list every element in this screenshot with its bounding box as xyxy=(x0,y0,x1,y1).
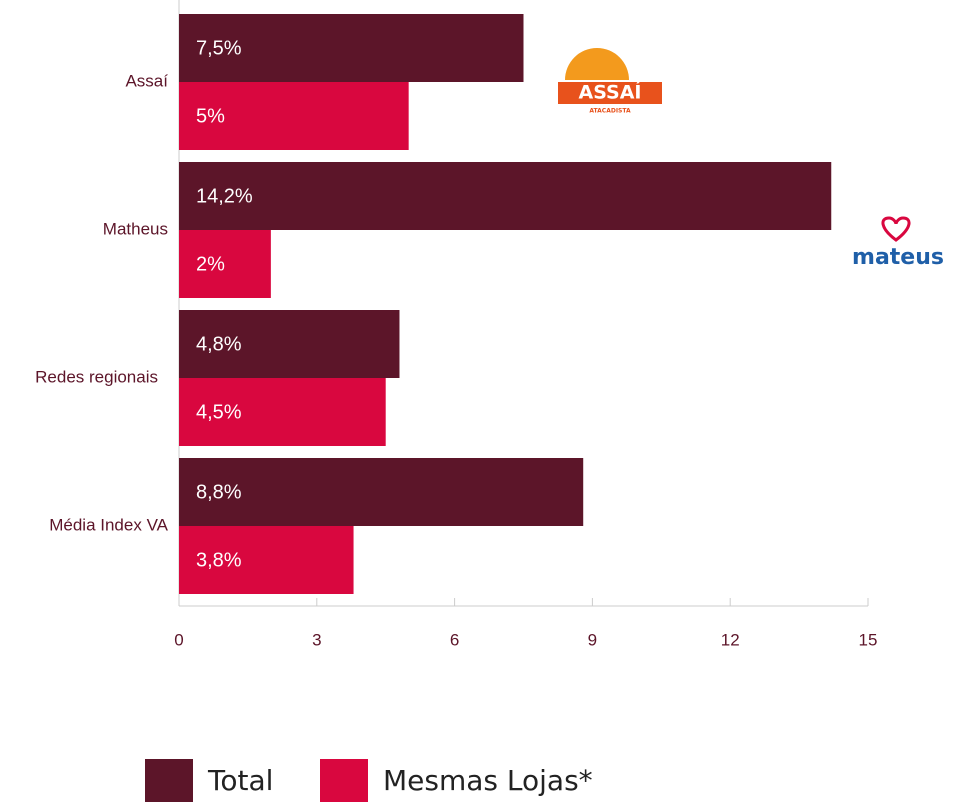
logo-band xyxy=(558,82,662,104)
bar xyxy=(179,526,354,594)
mateus-logo: mateus xyxy=(852,216,944,270)
bar xyxy=(179,162,832,230)
x-tick-label: 12 xyxy=(721,630,740,649)
value-label: 2% xyxy=(196,253,225,275)
value-label: 3,8% xyxy=(196,549,242,571)
legend-swatch xyxy=(145,759,193,802)
value-label: 8,8% xyxy=(196,481,242,503)
bar xyxy=(179,310,400,378)
legend-label: Mesmas Lojas* xyxy=(383,764,593,797)
x-tick-label: 6 xyxy=(450,630,459,649)
category-label: Matheus xyxy=(103,219,168,238)
bar xyxy=(179,14,524,82)
category-label: Redes regionais xyxy=(35,367,158,386)
legend-swatch xyxy=(320,759,368,802)
value-label: 4,8% xyxy=(196,333,242,355)
logo-heart xyxy=(881,216,911,242)
assai-logo: ASSAÍ ATACADISTA xyxy=(555,48,665,120)
x-tick-label: 9 xyxy=(588,630,597,649)
value-label: 4,5% xyxy=(196,401,242,423)
bar xyxy=(179,230,271,298)
bar xyxy=(179,458,584,526)
category-label: Média Index VA xyxy=(49,515,168,534)
legend-label: Total xyxy=(207,764,273,797)
logo-text: ATACADISTA xyxy=(589,108,631,115)
value-label: 7,5% xyxy=(196,37,242,59)
value-label: 5% xyxy=(196,105,225,127)
category-label: Assaí xyxy=(125,71,168,90)
x-tick-label: 3 xyxy=(312,630,321,649)
logo-text: mateus xyxy=(852,245,944,270)
value-label: 14,2% xyxy=(196,185,253,207)
logo-text: ASSAÍ xyxy=(579,81,642,104)
x-tick-label: 0 xyxy=(174,630,183,649)
bar xyxy=(179,378,386,446)
x-tick-label: 15 xyxy=(859,630,878,649)
bar xyxy=(179,82,409,150)
